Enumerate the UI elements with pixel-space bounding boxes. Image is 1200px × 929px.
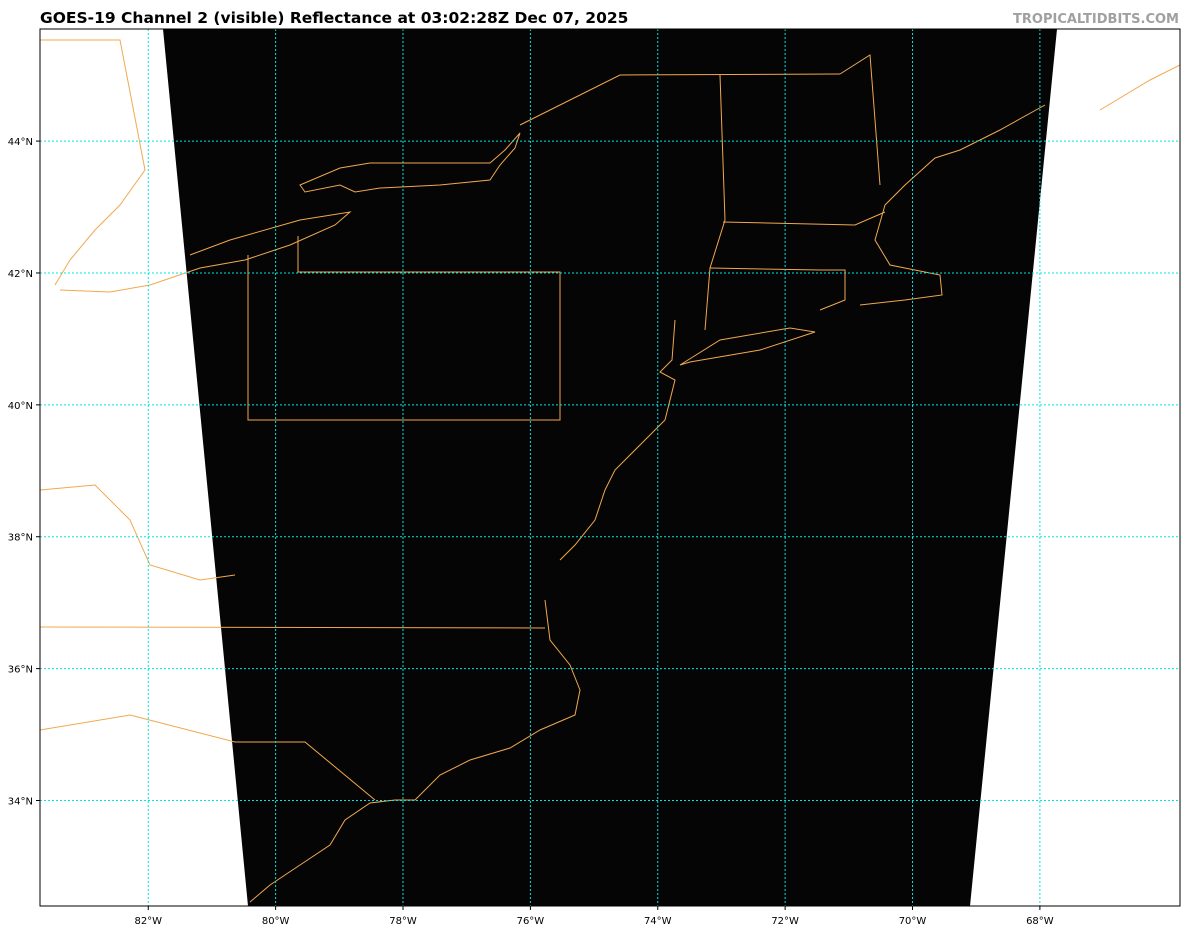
lat-tick-label: 38°N: [8, 533, 33, 544]
lat-tick-label: 34°N: [8, 796, 33, 807]
credit-watermark: TROPICALTIDBITS.COM: [1013, 12, 1179, 27]
map-title: GOES-19 Channel 2 (visible) Reflectance …: [40, 9, 629, 27]
satellite-swath: [163, 29, 1057, 906]
lon-tick-label: 76°W: [517, 916, 545, 927]
latitude-axis: 44°N 42°N 40°N 38°N 36°N 34°N: [8, 137, 40, 807]
lon-tick-label: 82°W: [134, 916, 162, 927]
map-frame: [39, 28, 1181, 907]
graticule: [40, 29, 1180, 906]
lon-tick-label: 80°W: [262, 916, 290, 927]
lat-tick-label: 44°N: [8, 137, 33, 148]
lon-tick-label: 78°W: [389, 916, 417, 927]
longitude-axis: 82°W 80°W 78°W 76°W 74°W 72°W 70°W 68°W: [134, 906, 1054, 927]
lat-tick-label: 36°N: [8, 665, 33, 676]
lon-tick-label: 74°W: [644, 916, 672, 927]
lat-tick-label: 42°N: [8, 269, 33, 280]
lon-tick-label: 70°W: [899, 916, 927, 927]
coastlines-and-borders: [40, 39, 1180, 903]
lon-tick-label: 72°W: [771, 916, 799, 927]
lon-tick-label: 68°W: [1026, 916, 1054, 927]
lat-tick-label: 40°N: [8, 401, 33, 412]
